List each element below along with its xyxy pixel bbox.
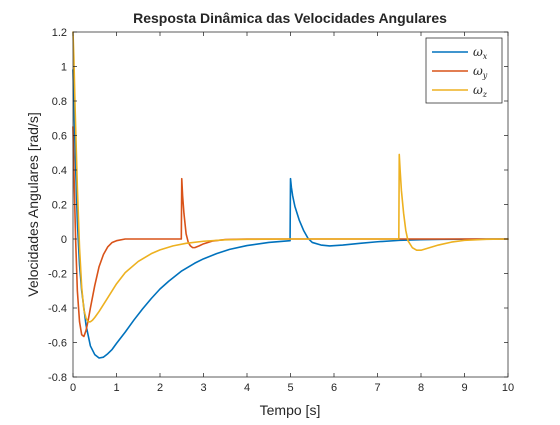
y-tick-label: -0.4 [48, 303, 67, 315]
legend-label-y: ωy [473, 64, 488, 80]
x-tick-label: 1 [113, 382, 119, 394]
y-tick-label: 0.4 [52, 165, 67, 177]
x-tick-label: 10 [502, 382, 514, 394]
x-tick-label: 0 [70, 382, 76, 394]
x-tick-label: 7 [374, 382, 380, 394]
x-tick-label: 8 [418, 382, 424, 394]
x-tick-label: 2 [157, 382, 163, 394]
chart-title: Resposta Dinâmica das Velocidades Angula… [133, 10, 447, 26]
y-tick-label: -0.8 [48, 372, 67, 384]
y-tick-label: 0.8 [52, 96, 67, 108]
x-tick-label: 6 [331, 382, 337, 394]
x-tick-label: 4 [244, 382, 250, 394]
legend: ωx ωy ωz [425, 37, 503, 104]
axes-layer: 0 1 2 3 4 5 6 7 8 9 10 -0.8 -0.6 -0.4 -0.2 0 0.2 0.4 0.6 0.… [48, 27, 514, 394]
series-line-y [72, 126, 509, 338]
y-tick-label: 1 [61, 62, 67, 74]
y-tick-label: 0 [61, 234, 67, 246]
legend-label-x: ωx [473, 45, 488, 61]
y-tick-label: -0.6 [48, 338, 67, 350]
legend-label-z: ωz [473, 83, 488, 99]
y-tick-label: 0.2 [52, 200, 67, 212]
y-tick-label: 1.2 [52, 27, 67, 39]
y-axis-label: Velocidades Angulares [rad/s] [25, 112, 41, 296]
x-tick-label: 9 [461, 382, 467, 394]
y-tick-label: -0.2 [48, 269, 67, 281]
series-layer [72, 31, 509, 359]
y-tick-label: 0.6 [52, 131, 67, 143]
x-tick-label: 3 [200, 382, 206, 394]
series-line-z [72, 31, 509, 323]
series-line-x [72, 69, 509, 359]
x-axis-label: Tempo [s] [260, 402, 321, 418]
x-tick-label: 5 [287, 382, 293, 394]
